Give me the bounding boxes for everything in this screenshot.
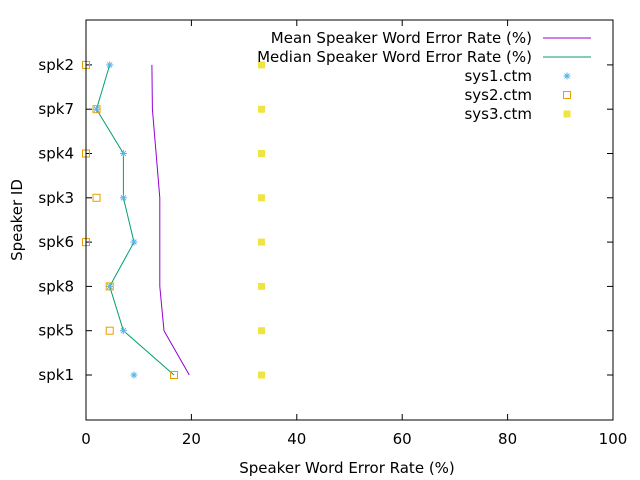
y-tick-label: spk2 bbox=[38, 56, 74, 74]
data-point-2 bbox=[93, 105, 101, 113]
legend-label-0: Mean Speaker Word Error Rate (%) bbox=[271, 29, 532, 47]
data-point-4 bbox=[257, 371, 265, 379]
data-point-4 bbox=[257, 150, 265, 157]
x-tick-label: 40 bbox=[287, 430, 306, 448]
data-point-4 bbox=[257, 238, 265, 246]
data-point-2 bbox=[119, 327, 127, 335]
y-axis-title: Speaker ID bbox=[8, 179, 26, 261]
data-point-2 bbox=[106, 282, 114, 290]
plot-frame bbox=[85, 19, 614, 421]
data-point-2 bbox=[106, 61, 114, 69]
legend-label-1: Median Speaker Word Error Rate (%) bbox=[257, 48, 532, 66]
legend-swatch-4 bbox=[563, 110, 571, 118]
x-axis-title: Speaker Word Error Rate (%) bbox=[239, 459, 455, 477]
data-point-4 bbox=[257, 61, 265, 69]
y-tick-label: spk3 bbox=[38, 189, 74, 207]
data-point-4 bbox=[257, 327, 265, 335]
x-tick-label: 0 bbox=[81, 430, 91, 448]
data-layer bbox=[82, 60, 265, 379]
data-point-2 bbox=[119, 194, 127, 202]
y-tick-label: spk6 bbox=[38, 233, 74, 251]
legend-label-2: sys1.ctm bbox=[464, 67, 532, 85]
data-point-3 bbox=[92, 105, 101, 114]
y-tick-label: spk7 bbox=[38, 100, 74, 118]
legend-swatch-2 bbox=[563, 72, 571, 80]
data-point-3 bbox=[92, 193, 101, 202]
series-line-0 bbox=[151, 64, 190, 376]
x-tick-label: 80 bbox=[498, 430, 517, 448]
x-tick-label: 60 bbox=[393, 430, 412, 448]
data-point-4 bbox=[257, 194, 265, 202]
data-point-3 bbox=[170, 371, 179, 379]
y-tick-label: spk8 bbox=[38, 277, 74, 295]
data-point-3 bbox=[105, 326, 114, 335]
data-point-4 bbox=[257, 105, 265, 113]
legend: Mean Speaker Word Error Rate (%)Median S… bbox=[257, 29, 591, 123]
x-tick-label: 20 bbox=[182, 430, 201, 448]
legend-swatch-3 bbox=[563, 91, 571, 99]
data-point-2 bbox=[130, 238, 138, 246]
series-line-1 bbox=[95, 64, 175, 376]
data-point-2 bbox=[130, 371, 138, 379]
data-point-4 bbox=[257, 282, 265, 290]
legend-label-3: sys2.ctm bbox=[464, 86, 532, 104]
x-tick-label: 100 bbox=[599, 430, 628, 448]
y-tick-label: spk4 bbox=[38, 145, 74, 163]
data-point-3 bbox=[105, 282, 114, 291]
tick-layer: 0 20 40 60 80 100 spk1 spk5 spk8 spk6 spk3 spk4 spk7… bbox=[38, 20, 627, 448]
y-tick-label: spk1 bbox=[38, 366, 74, 384]
legend-label-4: sys3.ctm bbox=[464, 105, 532, 123]
y-tick-label: spk5 bbox=[38, 322, 74, 340]
data-point-2 bbox=[119, 150, 127, 157]
